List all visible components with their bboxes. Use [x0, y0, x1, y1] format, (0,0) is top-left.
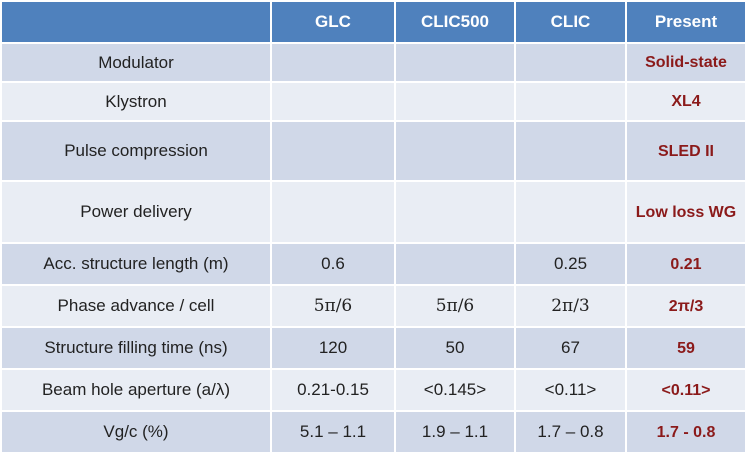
clic-cell — [514, 42, 627, 83]
row-label: Phase advance / cell — [0, 284, 272, 328]
row-pulse-compression: Pulse compression SLED II — [0, 120, 745, 182]
clic-cell: <0.11> — [514, 368, 627, 412]
present-cell: 59 — [625, 326, 745, 370]
present-cell: 0.21 — [625, 242, 745, 286]
clic-cell — [514, 81, 627, 122]
row-label: Power delivery — [0, 180, 272, 244]
header-clic500: CLIC500 — [394, 0, 516, 44]
header-present: Present — [625, 0, 745, 44]
clic500-cell — [394, 81, 516, 122]
clic500-cell: <0.145> — [394, 368, 516, 412]
row-filling-time: Structure filling time (ns) 120 50 67 59 — [0, 326, 745, 370]
clic-cell — [514, 120, 627, 182]
clic500-cell: 50 — [394, 326, 516, 370]
row-label: Klystron — [0, 81, 272, 122]
header-row: GLC CLIC500 CLIC Present — [0, 0, 745, 44]
glc-cell: 5.1 – 1.1 — [270, 410, 396, 454]
row-label: Beam hole aperture (a/λ) — [0, 368, 272, 412]
glc-cell: 5π/6 — [270, 284, 396, 328]
glc-cell — [270, 180, 396, 244]
clic500-cell — [394, 42, 516, 83]
present-cell: <0.11> — [625, 368, 745, 412]
row-power-delivery: Power delivery Low loss WG — [0, 180, 745, 244]
clic-cell: 0.25 — [514, 242, 627, 286]
row-label: Pulse compression — [0, 120, 272, 182]
header-corner-cell — [0, 0, 272, 44]
clic500-cell: 5π/6 — [394, 284, 516, 328]
present-cell: XL4 — [625, 81, 745, 122]
clic500-cell — [394, 180, 516, 244]
clic500-cell — [394, 242, 516, 286]
present-cell: Low loss WG — [625, 180, 745, 244]
glc-cell — [270, 81, 396, 122]
row-klystron: Klystron XL4 — [0, 81, 745, 122]
clic-cell: 1.7 – 0.8 — [514, 410, 627, 454]
row-phase-advance: Phase advance / cell 5π/6 5π/6 2π/3 2π/3 — [0, 284, 745, 328]
clic500-cell — [394, 120, 516, 182]
present-cell: SLED II — [625, 120, 745, 182]
row-label: Modulator — [0, 42, 272, 83]
glc-cell: 0.6 — [270, 242, 396, 286]
row-label: Structure filling time (ns) — [0, 326, 272, 370]
clic500-cell: 1.9 – 1.1 — [394, 410, 516, 454]
row-beam-hole-aperture: Beam hole aperture (a/λ) 0.21-0.15 <0.14… — [0, 368, 745, 412]
glc-cell — [270, 42, 396, 83]
glc-cell — [270, 120, 396, 182]
present-cell: Solid-state — [625, 42, 745, 83]
row-acc-structure-length: Acc. structure length (m) 0.6 0.25 0.21 — [0, 242, 745, 286]
present-cell: 1.7 - 0.8 — [625, 410, 745, 454]
clic-cell: 67 — [514, 326, 627, 370]
present-cell: 2π/3 — [625, 284, 745, 328]
row-label: Vg/c (%) — [0, 410, 272, 454]
row-group-velocity: Vg/c (%) 5.1 – 1.1 1.9 – 1.1 1.7 – 0.8 1… — [0, 410, 745, 454]
clic-cell — [514, 180, 627, 244]
header-clic: CLIC — [514, 0, 627, 44]
header-glc: GLC — [270, 0, 396, 44]
glc-cell: 0.21-0.15 — [270, 368, 396, 412]
clic-cell: 2π/3 — [514, 284, 627, 328]
row-label: Acc. structure length (m) — [0, 242, 272, 286]
glc-cell: 120 — [270, 326, 396, 370]
row-modulator: Modulator Solid-state — [0, 42, 745, 83]
